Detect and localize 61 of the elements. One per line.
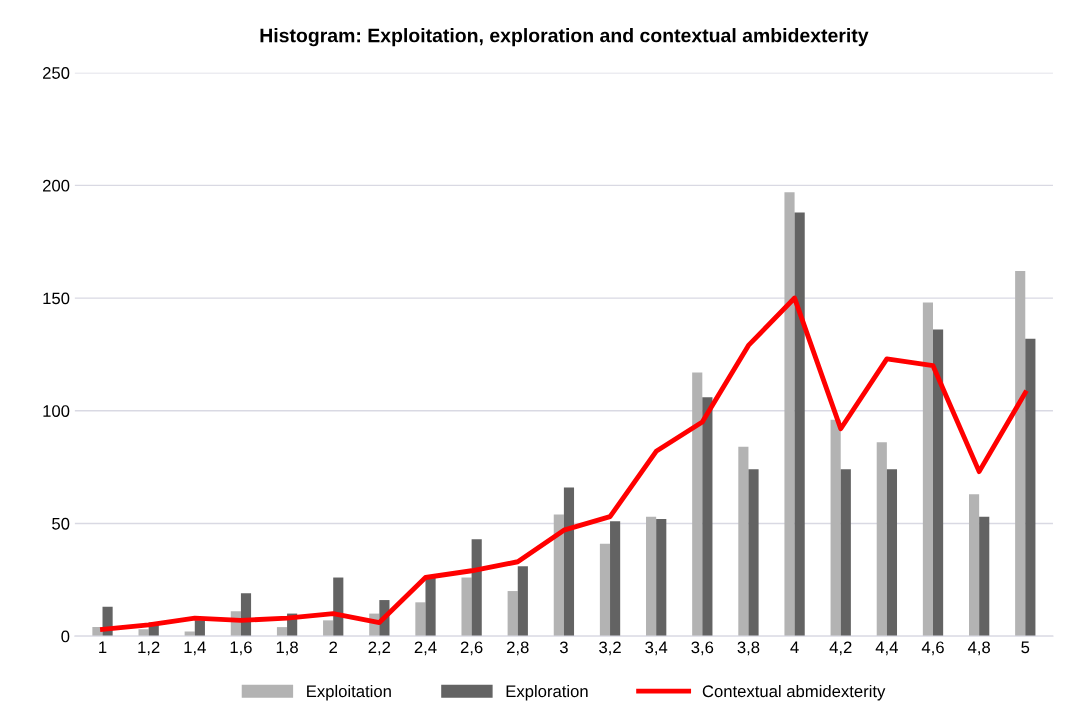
y-tick-label: 100 bbox=[43, 405, 70, 417]
bar bbox=[517, 566, 528, 637]
x-tick-label: 4 bbox=[790, 641, 799, 654]
y-tick-label: 200 bbox=[43, 179, 70, 192]
bar bbox=[415, 602, 426, 637]
bar bbox=[738, 446, 749, 637]
bar bbox=[461, 577, 472, 637]
y-tick-label: 250 bbox=[43, 67, 70, 79]
x-tick-label: 3,6 bbox=[691, 641, 714, 656]
bar bbox=[784, 192, 795, 637]
bar bbox=[646, 516, 657, 637]
bar bbox=[507, 591, 518, 637]
line-series bbox=[100, 295, 1028, 632]
bar bbox=[610, 521, 621, 637]
bar bbox=[979, 516, 990, 637]
bar bbox=[1025, 338, 1036, 637]
bar bbox=[748, 469, 759, 637]
bar bbox=[702, 397, 713, 637]
legend-label: Exploration bbox=[506, 684, 588, 701]
bar bbox=[425, 577, 436, 637]
x-tick-label: 3 bbox=[559, 641, 568, 654]
x-tick-label: 2,6 bbox=[460, 641, 483, 656]
x-tick-label: 2 bbox=[329, 641, 337, 654]
bar bbox=[886, 469, 898, 637]
bar bbox=[656, 518, 667, 637]
x-tick-label: 1,6 bbox=[230, 641, 252, 656]
bar bbox=[933, 329, 944, 637]
bar bbox=[922, 302, 934, 637]
bar bbox=[471, 539, 482, 637]
legend-label: Contextual abmidexterity bbox=[702, 684, 886, 701]
x-tick-label: 3,2 bbox=[599, 641, 621, 656]
x-tick-label: 1,8 bbox=[276, 641, 298, 656]
x-tick-label: 2,8 bbox=[507, 641, 529, 656]
x-tick-label: 2,4 bbox=[414, 641, 437, 656]
x-tick-label: 1,4 bbox=[184, 641, 206, 656]
bar bbox=[563, 487, 575, 637]
x-tick-label: 4,4 bbox=[875, 641, 898, 656]
bar bbox=[794, 212, 805, 637]
bar bbox=[599, 543, 611, 637]
x-tick-label: 2,2 bbox=[368, 641, 391, 656]
x-tick-label: 4,6 bbox=[921, 641, 944, 656]
bar bbox=[876, 442, 887, 637]
y-tick-label: 150 bbox=[43, 292, 70, 305]
x-tick-label: 1,2 bbox=[138, 641, 160, 656]
x-tick-label: 1 bbox=[99, 641, 107, 654]
bar bbox=[692, 372, 703, 637]
x-tick-label: 3,4 bbox=[645, 641, 668, 656]
y-tick-label: 0 bbox=[61, 630, 70, 643]
bar bbox=[830, 419, 841, 637]
y-tick-label: 50 bbox=[52, 517, 70, 530]
bar bbox=[968, 494, 980, 637]
x-tick-label: 3,8 bbox=[737, 641, 760, 656]
x-tick-label: 4,8 bbox=[967, 641, 990, 656]
bar bbox=[323, 620, 334, 637]
legend-label: Exploitation bbox=[307, 684, 391, 701]
bar bbox=[1015, 271, 1026, 637]
x-tick-label: 5 bbox=[1021, 641, 1030, 654]
bar bbox=[840, 469, 851, 637]
chart-title: Histogram: Exploitation, exploration and contextual ambidexterity bbox=[260, 28, 869, 47]
bar bbox=[553, 514, 564, 637]
x-tick-label: 4,2 bbox=[829, 641, 852, 656]
